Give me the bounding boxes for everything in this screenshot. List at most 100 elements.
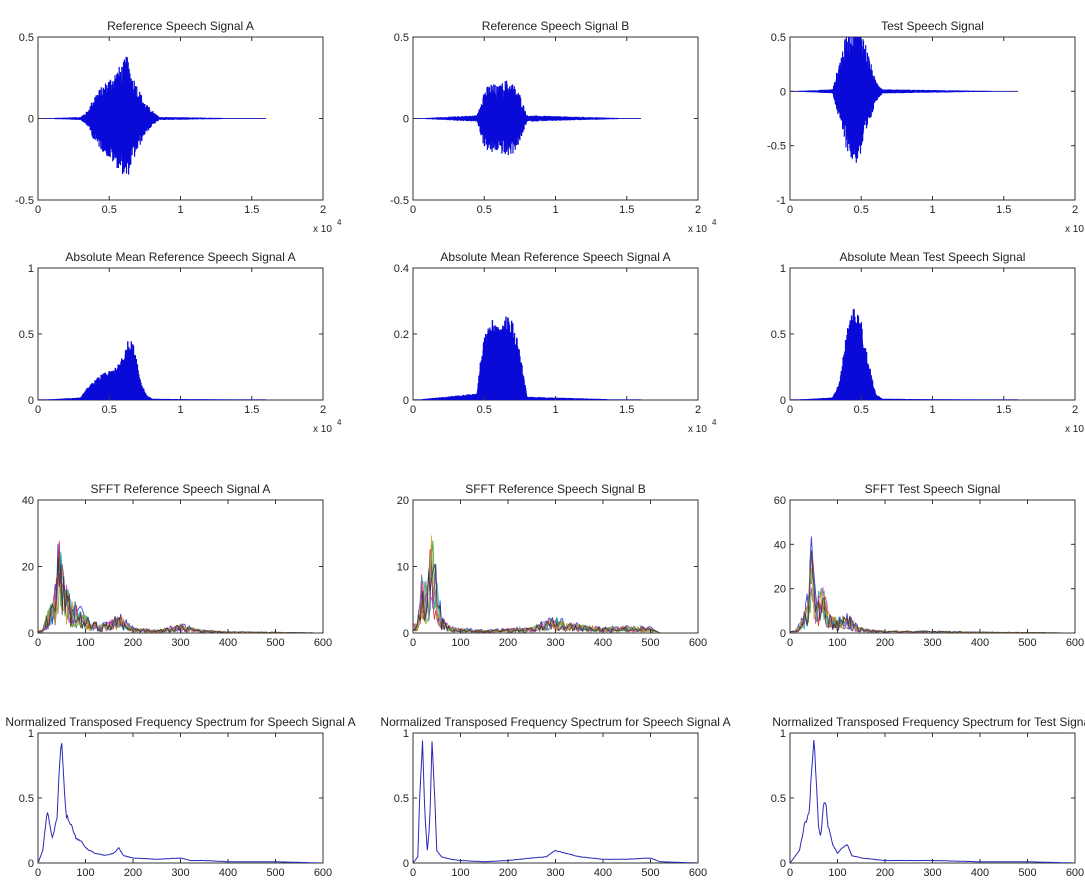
x-axis-multiplier: x 10 bbox=[1065, 424, 1084, 435]
x-tick-label: 1.5 bbox=[996, 204, 1011, 216]
data-layer bbox=[790, 308, 1018, 400]
subplot-title: Absolute Mean Reference Speech Signal A bbox=[65, 250, 295, 264]
x-tick-label: 0 bbox=[410, 404, 416, 416]
y-tick-label: 0.2 bbox=[394, 329, 409, 341]
x-tick-label: 400 bbox=[219, 867, 237, 879]
plot-area bbox=[789, 499, 1076, 634]
x-tick-label: 0 bbox=[787, 867, 793, 879]
x-tick-label: 1.5 bbox=[619, 404, 634, 416]
x-tick-label: 300 bbox=[171, 867, 189, 879]
x-tick-label: 600 bbox=[689, 637, 707, 649]
x-tick-label: 200 bbox=[499, 867, 517, 879]
y-tick-label: 0 bbox=[28, 114, 34, 126]
y-tick-label: -0.5 bbox=[15, 195, 34, 207]
x-tick-label: 1 bbox=[177, 204, 183, 216]
x-axis-multiplier: x 10 bbox=[688, 424, 707, 435]
y-tick-label: 0 bbox=[28, 628, 34, 640]
y-tick-label: 1 bbox=[28, 728, 34, 740]
x-tick-label: 300 bbox=[546, 637, 564, 649]
x-tick-label: 200 bbox=[876, 867, 894, 879]
x-tick-label: 0 bbox=[35, 404, 41, 416]
x-tick-label: 2 bbox=[1072, 404, 1078, 416]
x-tick-label: 0 bbox=[35, 204, 41, 216]
y-tick-label: 0.5 bbox=[771, 32, 786, 44]
y-tick-label: 1 bbox=[28, 263, 34, 275]
subplot-title: SFFT Reference Speech Signal B bbox=[465, 482, 646, 496]
y-tick-label: 60 bbox=[774, 495, 786, 507]
y-tick-label: 10 bbox=[397, 562, 409, 574]
subplot-title: Absolute Mean Test Speech Signal bbox=[840, 250, 1026, 264]
x-axis-multiplier: x 10 bbox=[1065, 224, 1084, 235]
x-tick-label: 0.5 bbox=[102, 404, 117, 416]
x-tick-label: 500 bbox=[641, 637, 659, 649]
x-axis-multiplier: x 10 bbox=[313, 424, 332, 435]
y-tick-label: 0 bbox=[403, 395, 409, 407]
x-tick-label: 0.5 bbox=[102, 204, 117, 216]
x-tick-label: 1 bbox=[177, 404, 183, 416]
x-tick-label: 2 bbox=[320, 404, 326, 416]
y-tick-label: 20 bbox=[22, 562, 34, 574]
x-tick-label: 0 bbox=[410, 867, 416, 879]
x-tick-label: 1 bbox=[929, 404, 935, 416]
y-tick-label: 0 bbox=[403, 628, 409, 640]
x-tick-label: 600 bbox=[689, 867, 707, 879]
waveform-trace bbox=[54, 56, 224, 175]
subplot-title: Reference Speech Signal B bbox=[482, 19, 629, 33]
x-tick-label: 0 bbox=[35, 867, 41, 879]
y-tick-label: 0.4 bbox=[394, 263, 409, 275]
waveform-trace bbox=[797, 37, 992, 163]
x-tick-label: 400 bbox=[971, 637, 989, 649]
x-tick-label: 0.5 bbox=[477, 404, 492, 416]
subplot-title: SFFT Reference Speech Signal A bbox=[91, 482, 271, 496]
x-tick-label: 300 bbox=[546, 867, 564, 879]
x-tick-label: 0.5 bbox=[854, 204, 869, 216]
y-tick-label: 0.5 bbox=[394, 793, 409, 805]
data-layer bbox=[790, 37, 1018, 163]
x-tick-label: 300 bbox=[923, 637, 941, 649]
y-tick-label: 0 bbox=[780, 628, 786, 640]
x-tick-label: 100 bbox=[828, 867, 846, 879]
envelope-fill bbox=[421, 316, 608, 400]
y-tick-label: 40 bbox=[774, 539, 786, 551]
x-tick-label: 600 bbox=[1066, 637, 1084, 649]
y-tick-label: 0 bbox=[780, 86, 786, 98]
x-tick-label: 500 bbox=[1018, 637, 1036, 649]
plot-area bbox=[789, 267, 1076, 401]
x-tick-label: 500 bbox=[266, 637, 284, 649]
y-tick-label: 0 bbox=[28, 858, 34, 870]
x-axis-multiplier: x 10 bbox=[688, 224, 707, 235]
y-tick-label: 0 bbox=[780, 395, 786, 407]
subplot-title: Absolute Mean Reference Speech Signal A bbox=[440, 250, 670, 264]
y-tick-label: 0.5 bbox=[771, 329, 786, 341]
envelope-fill bbox=[43, 341, 233, 400]
y-tick-label: 0 bbox=[403, 858, 409, 870]
y-tick-label: 0.5 bbox=[19, 32, 34, 44]
x-tick-label: 200 bbox=[124, 867, 142, 879]
y-tick-label: 0 bbox=[780, 858, 786, 870]
subplot-p4: 0 0.5 1 1.5 2 0 0.5 1 Absolute Mean Reference Sp… bbox=[19, 250, 342, 435]
x-tick-label: 2 bbox=[695, 404, 701, 416]
y-tick-label: 0.5 bbox=[394, 32, 409, 44]
x-axis-multiplier-exponent: 4 bbox=[712, 418, 717, 427]
x-tick-label: 1 bbox=[929, 204, 935, 216]
subplot-title: Normalized Transposed Frequency Spectrum… bbox=[5, 715, 355, 729]
subplot-p7: 0 100 200 300 400 500 600 0 20 40 SFFT Reference S… bbox=[22, 482, 332, 649]
x-tick-label: 100 bbox=[451, 867, 469, 879]
y-tick-label: 0.5 bbox=[19, 329, 34, 341]
x-tick-label: 200 bbox=[499, 637, 517, 649]
subplot-p5: 0 0.5 1 1.5 2 0 0.2 0.4 Absolute Mean Reference … bbox=[394, 250, 717, 435]
plot-area bbox=[789, 732, 1076, 864]
x-tick-label: 400 bbox=[594, 867, 612, 879]
x-tick-label: 600 bbox=[314, 867, 332, 879]
plot-area bbox=[412, 499, 699, 634]
x-tick-label: 2 bbox=[1072, 204, 1078, 216]
x-tick-label: 400 bbox=[219, 637, 237, 649]
x-axis-multiplier: x 10 bbox=[313, 224, 332, 235]
x-tick-label: 200 bbox=[124, 637, 142, 649]
subplot-title: Normalized Transposed Frequency Spectrum… bbox=[380, 715, 730, 729]
subplot-title: SFFT Test Speech Signal bbox=[865, 482, 1001, 496]
x-tick-label: 1.5 bbox=[244, 204, 259, 216]
